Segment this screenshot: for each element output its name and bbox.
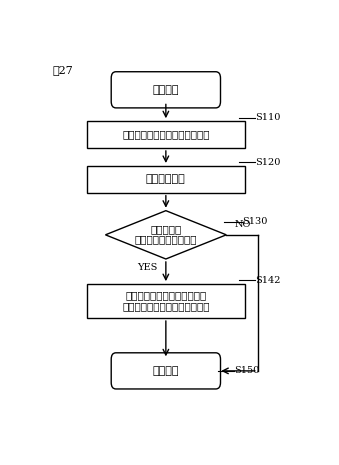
Text: S130: S130 [242, 217, 267, 226]
Text: 負荷（回転数や発電量）を検知: 負荷（回転数や発電量）を検知 [122, 130, 210, 139]
Text: 図27: 図27 [53, 65, 74, 75]
Bar [87, 121, 245, 148]
Text: 総負荷量が
しきい値を超えたか？: 総負荷量が しきい値を超えたか？ [135, 225, 197, 245]
Polygon shape [105, 211, 226, 259]
Text: S110: S110 [255, 113, 281, 122]
Bar [87, 166, 245, 193]
Text: リターン: リターン [153, 366, 179, 376]
Text: S150: S150 [234, 366, 259, 375]
Text: S142: S142 [255, 276, 281, 285]
Text: NO: NO [234, 220, 251, 229]
FancyBboxPatch shape [111, 72, 220, 108]
FancyBboxPatch shape [111, 353, 220, 389]
Text: スタート: スタート [153, 85, 179, 95]
Bar [87, 284, 245, 318]
Text: 内輪の負荷域移動を指示する
ための信号を監視サーバへ出力: 内輪の負荷域移動を指示する ための信号を監視サーバへ出力 [122, 292, 210, 311]
Text: 総負荷量算出: 総負荷量算出 [146, 174, 186, 184]
Text: YES: YES [137, 263, 158, 272]
Text: S120: S120 [255, 158, 281, 167]
